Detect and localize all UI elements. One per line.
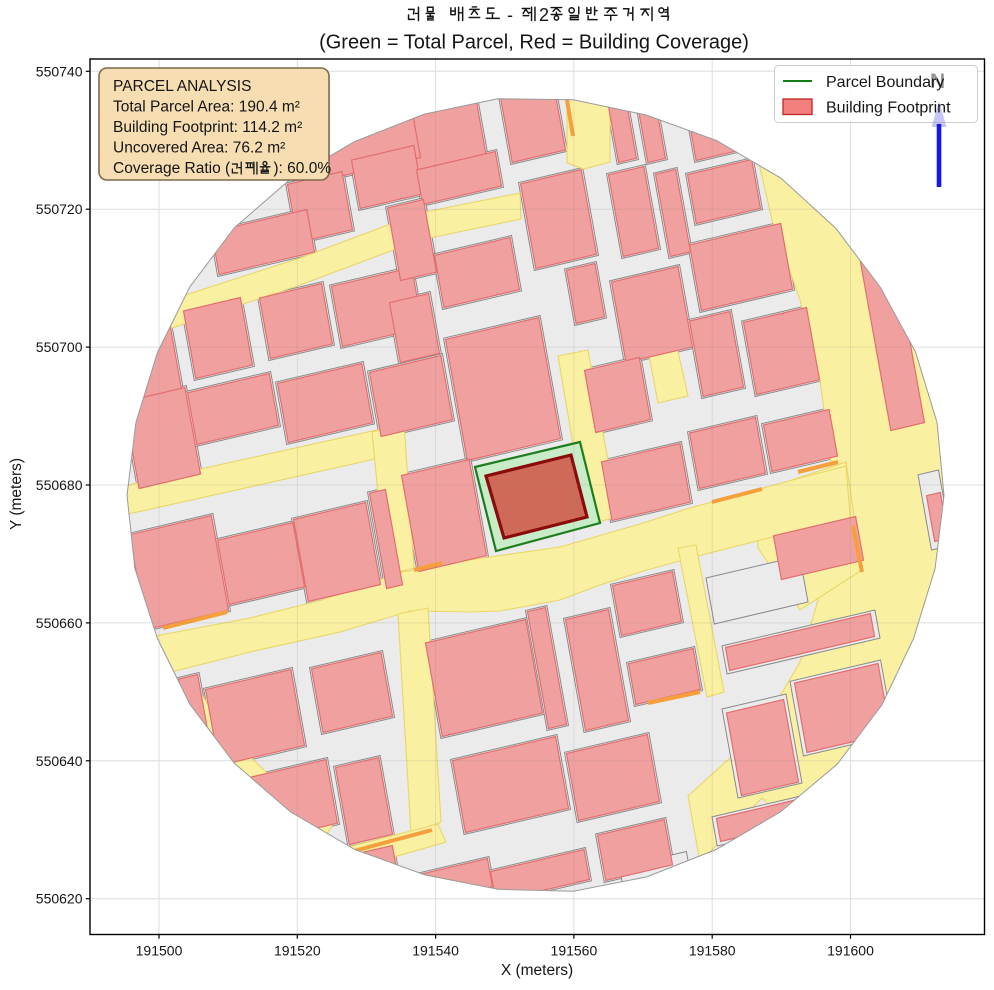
svg-text:Y (meters): Y (meters) [8, 458, 25, 530]
svg-text:550740: 550740 [36, 63, 83, 79]
svg-text:2: 2 [539, 5, 549, 25]
svg-text:Coverage Ratio (: Coverage Ratio ( [113, 160, 231, 177]
svg-text:191500: 191500 [136, 943, 183, 959]
svg-text:Building Footprint: 114.2 m²: Building Footprint: 114.2 m² [113, 119, 302, 136]
svg-text:191580: 191580 [689, 943, 736, 959]
svg-text:-: - [507, 5, 513, 25]
svg-text:Uncovered Area: 76.2 m²: Uncovered Area: 76.2 m² [113, 140, 285, 157]
svg-text:191560: 191560 [551, 943, 598, 959]
svg-text:550660: 550660 [36, 615, 83, 631]
svg-text:191520: 191520 [274, 943, 321, 959]
svg-text:Total Parcel Area: 190.4 m²: Total Parcel Area: 190.4 m² [113, 99, 300, 116]
svg-text:PARCEL ANALYSIS: PARCEL ANALYSIS [113, 78, 251, 95]
svg-text:191540: 191540 [412, 943, 459, 959]
svg-text:N: N [930, 70, 945, 93]
svg-text:550640: 550640 [36, 753, 83, 769]
svg-text:Building Footprint: Building Footprint [826, 100, 951, 117]
svg-text:550620: 550620 [36, 891, 83, 907]
svg-text:550680: 550680 [36, 477, 83, 493]
svg-text:550720: 550720 [36, 201, 83, 217]
svg-text:550700: 550700 [36, 339, 83, 355]
svg-text:191600: 191600 [827, 943, 874, 959]
svg-text:(Green = Total Parcel, Red = B: (Green = Total Parcel, Red = Building Co… [319, 32, 749, 54]
svg-text:): 60.0%: ): 60.0% [273, 160, 331, 177]
svg-text:Parcel Boundary: Parcel Boundary [826, 74, 944, 91]
svg-text:X (meters): X (meters) [501, 962, 573, 979]
